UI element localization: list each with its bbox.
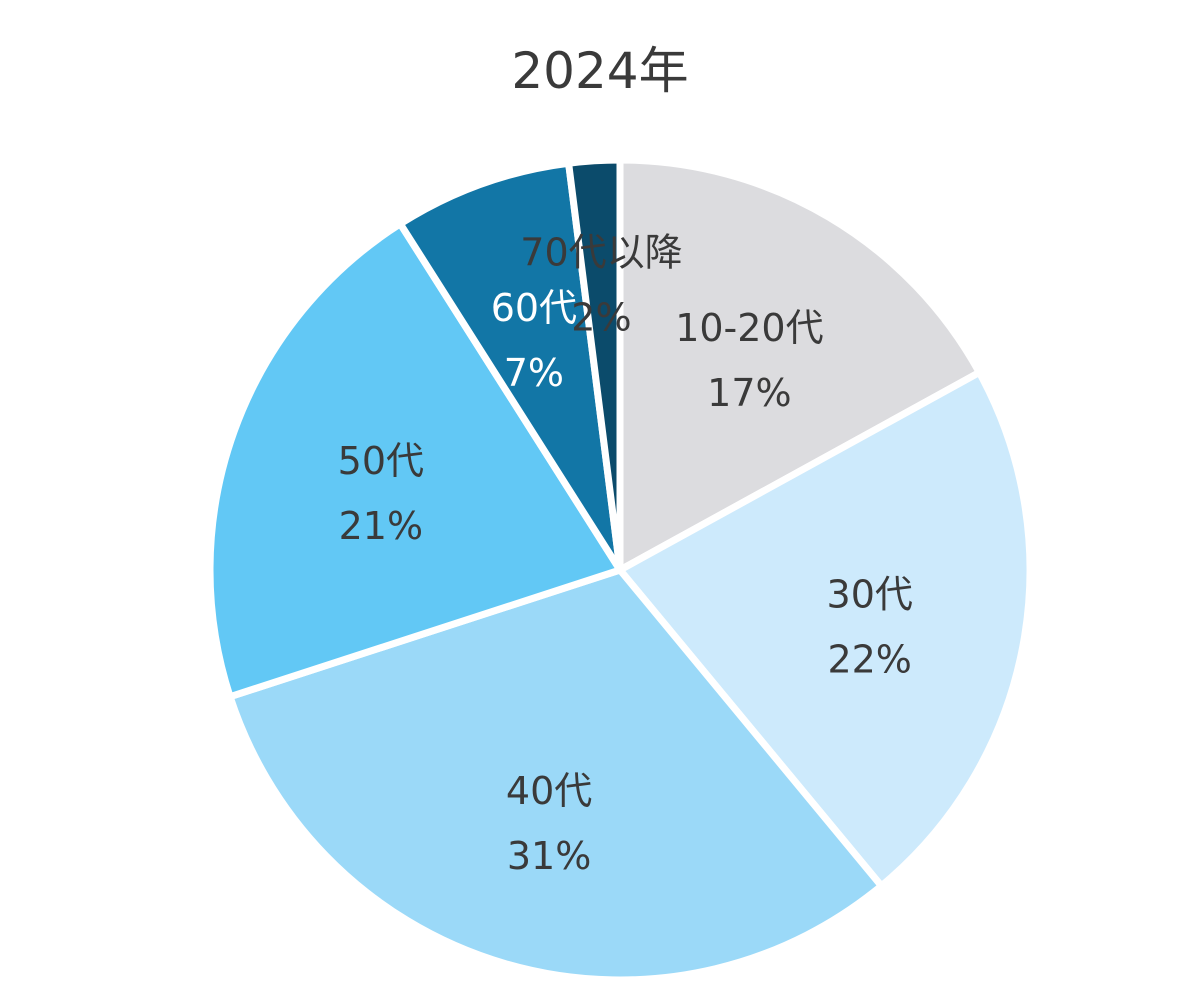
pie-slice-2 — [226, 566, 885, 984]
slice-value-label-1: 22% — [827, 638, 911, 682]
slices-layer — [206, 156, 1034, 984]
slice-label-1: 30代 — [827, 573, 913, 617]
pie-slice-5 — [565, 156, 624, 574]
slice-label-4: 60代 — [491, 286, 577, 330]
slice-label-3: 50代 — [338, 439, 424, 483]
pie-slice-3 — [206, 220, 624, 701]
labels-layer: 10-20代 17% 30代 22% 40代 31% 50代 21% 60代 7% 70代以降 2% — [338, 230, 913, 878]
slice-value-label-2: 31% — [507, 834, 591, 878]
pie-slice-4 — [396, 159, 624, 574]
slice-value-label-5: 2% — [571, 295, 631, 339]
slice-value-label-0: 17% — [707, 371, 791, 415]
slice-value-label-4: 7% — [504, 351, 564, 395]
slice-value-label-3: 21% — [339, 504, 423, 548]
slice-label-0: 10-20代 — [675, 306, 823, 350]
slice-label-2: 40代 — [506, 769, 592, 813]
chart-title: 2024年 — [511, 42, 688, 100]
pie-slice-0 — [616, 156, 983, 574]
pie-slice-1 — [616, 368, 1034, 890]
slice-label-5: 70代以降 — [520, 230, 682, 274]
